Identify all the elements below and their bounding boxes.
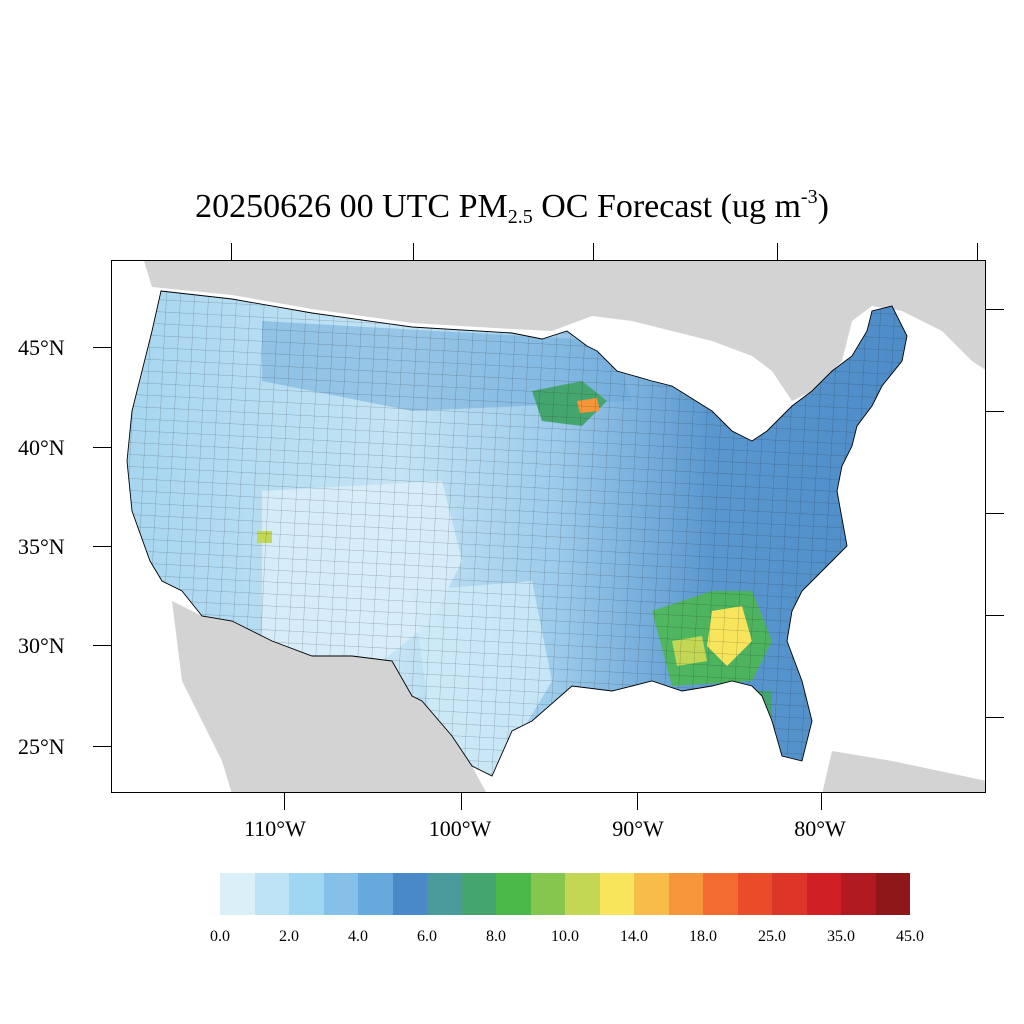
lat-label-30: 30°N (18, 633, 65, 658)
colorbar-swatch-10 (565, 873, 600, 915)
colorbar-swatch-16 (772, 873, 807, 915)
colorbar-label: 10.0 (551, 928, 579, 945)
right-tick (986, 513, 1004, 514)
colorbar-label: 2.0 (279, 928, 299, 945)
colorbar-label: 25.0 (758, 928, 786, 945)
lat-label-45: 45°N (18, 335, 65, 360)
lat-label-40: 40°N (18, 435, 65, 460)
colorbar-label: 6.0 (417, 928, 437, 945)
left-tick (93, 645, 111, 646)
map-title: 20250626 00 UTC PM2.5 OC Forecast (ug m-… (195, 186, 829, 228)
colorbar-swatch-1 (254, 873, 289, 915)
colorbar-label: 0.0 (210, 928, 230, 945)
top-tick (593, 243, 594, 260)
left-tick (93, 447, 111, 448)
colorbar-swatch-18 (841, 873, 876, 915)
colorbar-swatch-0 (220, 873, 255, 915)
bottom-tick (284, 793, 285, 810)
cuba-landmass (822, 751, 985, 792)
lat-label-25: 25°N (18, 734, 65, 759)
lon-label-80w: 80°W (794, 816, 846, 841)
colorbar-swatch-13 (668, 873, 703, 915)
colorbar-label: 45.0 (896, 928, 924, 945)
colorbar-swatch-2 (289, 873, 324, 915)
colorbar-label: 14.0 (620, 928, 648, 945)
colorbar-swatch-15 (737, 873, 772, 915)
right-tick (986, 309, 1004, 310)
lat-label-35: 35°N (18, 534, 65, 559)
left-tick (93, 546, 111, 547)
lon-label-90w: 90°W (612, 816, 664, 841)
right-tick (986, 411, 1004, 412)
colorbar-swatch-6 (427, 873, 462, 915)
colorbar-label: 18.0 (689, 928, 717, 945)
lon-label-110w: 110°W (244, 816, 306, 841)
right-tick (986, 615, 1004, 616)
colorbar-label: 8.0 (486, 928, 506, 945)
colorbar (220, 873, 910, 915)
left-tick (93, 746, 111, 747)
colorbar-swatch-12 (634, 873, 669, 915)
colorbar-swatch-9 (530, 873, 565, 915)
top-tick (231, 243, 232, 260)
colorbar-swatch-19 (875, 873, 910, 915)
map-canvas (126, 261, 985, 792)
colorbar-swatch-11 (599, 873, 634, 915)
bottom-tick (461, 793, 462, 810)
lon-label-100w: 100°W (428, 816, 492, 841)
bottom-tick (637, 793, 638, 810)
canada-landmass (144, 261, 985, 401)
mexico-landmass (172, 601, 486, 792)
colorbar-swatch-17 (806, 873, 841, 915)
left-tick (93, 347, 111, 348)
right-tick (986, 717, 1004, 718)
colorbar-swatch-4 (358, 873, 393, 915)
colorbar-swatch-7 (461, 873, 496, 915)
colorbar-swatch-8 (496, 873, 531, 915)
top-tick (977, 243, 978, 260)
top-tick (413, 243, 414, 260)
colorbar-label: 35.0 (827, 928, 855, 945)
bottom-tick (821, 793, 822, 810)
great-lakes (582, 346, 822, 451)
top-tick (777, 243, 778, 260)
map-panel (111, 260, 986, 793)
colorbar-swatch-5 (392, 873, 427, 915)
colorbar-label: 4.0 (348, 928, 368, 945)
colorbar-swatch-3 (323, 873, 358, 915)
colorbar-swatch-14 (703, 873, 738, 915)
